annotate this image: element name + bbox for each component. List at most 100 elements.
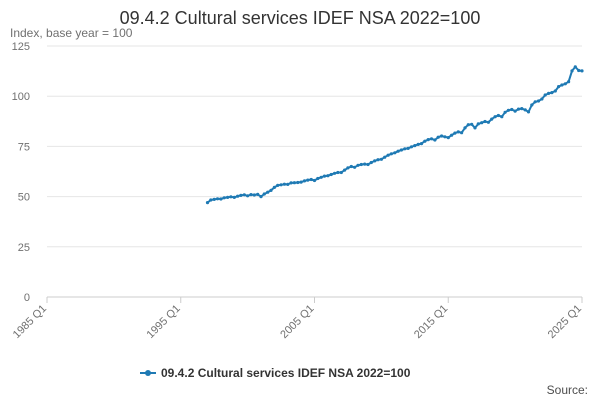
data-point[interactable]	[406, 146, 410, 150]
legend-label[interactable]: 09.4.2 Cultural services IDEF NSA 2022=1…	[161, 366, 411, 380]
data-point[interactable]	[279, 183, 283, 187]
data-point[interactable]	[436, 135, 440, 139]
data-point[interactable]	[520, 107, 524, 111]
data-point[interactable]	[503, 110, 507, 114]
data-point[interactable]	[353, 165, 357, 169]
data-point[interactable]	[516, 107, 521, 111]
data-point[interactable]	[299, 180, 303, 184]
data-point[interactable]	[403, 147, 407, 151]
data-point[interactable]	[530, 103, 534, 107]
data-point[interactable]	[316, 176, 320, 181]
data-point[interactable]	[443, 135, 447, 139]
data-point[interactable]	[490, 117, 494, 121]
data-point[interactable]	[262, 192, 266, 196]
data-point[interactable]	[282, 182, 286, 186]
data-point[interactable]	[229, 195, 233, 199]
data-point[interactable]	[259, 195, 263, 199]
data-point[interactable]	[379, 157, 383, 161]
data-point[interactable]	[232, 195, 236, 199]
data-point[interactable]	[226, 195, 230, 199]
data-point[interactable]	[550, 91, 554, 95]
data-point[interactable]	[523, 108, 527, 112]
data-point[interactable]	[346, 166, 350, 170]
data-point[interactable]	[376, 158, 380, 162]
data-point[interactable]	[339, 170, 343, 175]
data-point[interactable]	[460, 131, 464, 135]
data-point[interactable]	[463, 126, 467, 130]
data-point[interactable]	[570, 69, 574, 73]
data-point[interactable]	[506, 108, 510, 112]
data-point[interactable]	[510, 107, 514, 112]
data-point[interactable]	[500, 115, 504, 119]
data-point[interactable]	[547, 91, 551, 95]
data-point[interactable]	[453, 131, 457, 135]
data-point[interactable]	[212, 197, 216, 201]
data-point[interactable]	[272, 185, 276, 189]
data-point[interactable]	[252, 193, 256, 197]
data-point[interactable]	[359, 162, 363, 167]
data-point[interactable]	[256, 192, 260, 196]
data-point[interactable]	[209, 198, 213, 202]
data-point[interactable]	[246, 194, 250, 198]
data-point[interactable]	[296, 180, 300, 185]
data-point[interactable]	[496, 113, 500, 118]
data-point[interactable]	[423, 139, 427, 143]
data-point[interactable]	[419, 142, 424, 146]
data-point[interactable]	[219, 197, 223, 201]
data-point[interactable]	[526, 110, 531, 114]
data-point[interactable]	[493, 115, 497, 119]
data-point[interactable]	[426, 138, 430, 142]
data-point[interactable]	[269, 188, 273, 192]
data-point[interactable]	[343, 168, 347, 172]
data-point[interactable]	[306, 178, 310, 182]
data-point[interactable]	[363, 162, 367, 166]
data-point[interactable]	[286, 182, 290, 186]
data-point[interactable]	[466, 123, 470, 127]
data-point[interactable]	[349, 164, 353, 169]
data-point[interactable]	[366, 162, 370, 167]
data-point[interactable]	[236, 194, 240, 198]
data-point[interactable]	[440, 134, 444, 138]
data-point[interactable]	[222, 196, 226, 200]
data-point[interactable]	[476, 122, 480, 126]
legend[interactable]: 09.4.2 Cultural services IDEF NSA 2022=1…	[140, 366, 411, 380]
data-point[interactable]	[563, 82, 567, 86]
data-point[interactable]	[470, 122, 474, 126]
data-point[interactable]	[329, 172, 333, 177]
data-point[interactable]	[242, 193, 246, 197]
data-point[interactable]	[239, 193, 243, 197]
data-point[interactable]	[580, 69, 584, 73]
data-point[interactable]	[560, 83, 564, 87]
data-point[interactable]	[369, 160, 373, 165]
data-point[interactable]	[450, 133, 454, 137]
data-point[interactable]	[486, 120, 490, 124]
data-point[interactable]	[319, 175, 323, 179]
data-point[interactable]	[543, 93, 547, 97]
data-point[interactable]	[416, 142, 420, 146]
data-point[interactable]	[536, 99, 541, 103]
data-point[interactable]	[396, 149, 400, 153]
data-point[interactable]	[429, 137, 434, 141]
data-point[interactable]	[356, 163, 360, 167]
data-point[interactable]	[215, 197, 220, 201]
data-point[interactable]	[393, 151, 397, 155]
data-point[interactable]	[540, 97, 544, 101]
data-point[interactable]	[249, 193, 253, 197]
data-point[interactable]	[456, 130, 460, 134]
data-point[interactable]	[557, 85, 561, 89]
data-point[interactable]	[326, 174, 330, 178]
data-point[interactable]	[276, 183, 280, 187]
data-point[interactable]	[399, 148, 403, 152]
data-point[interactable]	[383, 155, 387, 159]
data-point[interactable]	[312, 178, 317, 183]
data-point[interactable]	[513, 109, 517, 113]
data-point[interactable]	[389, 152, 393, 156]
data-point[interactable]	[373, 159, 377, 163]
data-point[interactable]	[205, 201, 210, 205]
data-point[interactable]	[573, 65, 577, 69]
data-point[interactable]	[302, 179, 307, 183]
data-point[interactable]	[322, 174, 327, 178]
data-point[interactable]	[309, 177, 313, 182]
data-point[interactable]	[480, 121, 484, 125]
data-point[interactable]	[446, 136, 450, 140]
